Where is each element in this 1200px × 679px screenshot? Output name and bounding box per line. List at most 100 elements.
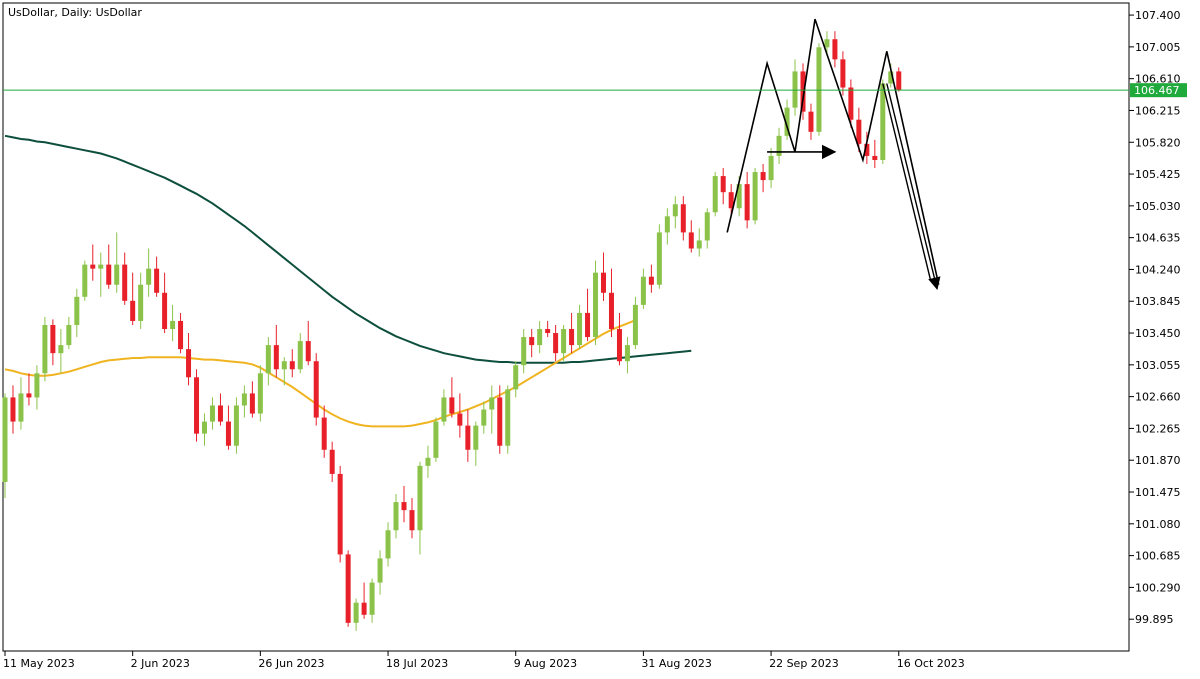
candle	[553, 324, 559, 362]
candle	[361, 582, 367, 619]
candle	[321, 405, 327, 458]
candle	[585, 288, 591, 342]
candle-body	[712, 176, 718, 213]
candle-body	[832, 39, 838, 60]
candle-body	[688, 232, 694, 249]
candle	[74, 288, 80, 338]
candle	[98, 252, 104, 297]
candle-body	[585, 312, 591, 338]
candle	[202, 413, 207, 446]
candle	[632, 296, 638, 350]
y-tick-label: 104.240	[1135, 263, 1181, 276]
y-tick-label: 105.820	[1135, 136, 1181, 149]
candle-body	[497, 397, 503, 446]
candle	[704, 208, 710, 249]
candle	[50, 319, 56, 366]
candle	[824, 31, 830, 56]
candle	[385, 522, 391, 567]
candle-body	[800, 71, 806, 112]
candle	[249, 381, 255, 418]
candle-body	[728, 192, 734, 209]
candle	[217, 393, 223, 426]
y-tick-label: 102.265	[1135, 422, 1181, 435]
candle	[577, 304, 583, 350]
y-tick-label: 105.030	[1135, 200, 1181, 213]
candle	[353, 598, 359, 631]
candle	[760, 163, 766, 193]
candle	[313, 353, 319, 426]
double-top-zigzag	[726, 18, 940, 285]
candle-body	[888, 71, 894, 84]
candle-body	[98, 264, 104, 269]
candle-body	[744, 184, 750, 221]
candle-body	[752, 172, 758, 221]
x-tick-label: 22 Sep 2023	[769, 657, 839, 670]
candle-body	[50, 324, 56, 354]
candle-body	[561, 329, 567, 354]
candle-body	[233, 405, 239, 446]
candle	[712, 172, 718, 217]
moving-averages	[4, 134, 692, 428]
candle-body	[353, 602, 359, 623]
y-tick-label: 101.870	[1135, 454, 1181, 467]
candle	[537, 320, 543, 354]
candle-body	[194, 377, 200, 434]
candle	[497, 385, 503, 454]
candle	[26, 373, 32, 406]
candle	[225, 405, 231, 450]
x-tick-label: 16 Oct 2023	[897, 657, 965, 670]
candle-body	[249, 393, 255, 414]
y-tick-label: 100.290	[1135, 581, 1181, 594]
candle-body	[257, 373, 263, 414]
x-axis: 11 May 2023 2 Jun 2023 26 Jun 2023 18 Jul 2…	[3, 651, 965, 670]
candle	[130, 272, 136, 325]
candle-body	[593, 272, 599, 338]
candle-body	[473, 425, 479, 450]
candle	[138, 272, 144, 330]
candle-body	[816, 47, 822, 132]
candle	[441, 389, 447, 426]
candle	[297, 333, 303, 374]
candle	[896, 67, 902, 92]
candle	[369, 578, 375, 623]
candle-body	[417, 465, 423, 531]
candle-body	[289, 361, 295, 370]
candle	[616, 312, 622, 366]
candle-body	[281, 361, 287, 370]
candle	[257, 365, 263, 422]
candle-body	[42, 324, 48, 374]
candle	[648, 264, 654, 293]
candle	[816, 43, 822, 136]
candle-body	[82, 264, 88, 297]
candle	[34, 365, 40, 410]
candle-body	[186, 349, 192, 378]
candle	[241, 385, 247, 418]
candle-body	[664, 216, 670, 233]
candle-body	[138, 284, 144, 321]
candle-body	[225, 421, 231, 446]
candle	[744, 172, 750, 229]
candle-body	[457, 413, 463, 426]
pattern-drawing	[726, 18, 941, 290]
candle-body	[321, 417, 327, 450]
candle-body	[840, 59, 846, 88]
candle	[265, 337, 271, 386]
candle	[233, 397, 239, 454]
y-tick-label: 101.080	[1135, 518, 1181, 531]
candles	[2, 31, 902, 631]
candle-body	[776, 135, 782, 156]
candle	[273, 324, 279, 378]
candle	[417, 461, 423, 555]
candle-body	[90, 264, 96, 269]
candle	[106, 244, 112, 289]
candle	[449, 377, 455, 418]
candle	[154, 256, 160, 297]
candle	[529, 329, 535, 358]
y-tick-label: 103.450	[1135, 327, 1181, 340]
candle-body	[337, 473, 343, 555]
candle-body	[856, 119, 862, 144]
candle-body	[624, 345, 630, 362]
x-tick-label: 9 Aug 2023	[514, 657, 577, 670]
candle	[162, 272, 168, 334]
candle-body	[34, 373, 40, 398]
